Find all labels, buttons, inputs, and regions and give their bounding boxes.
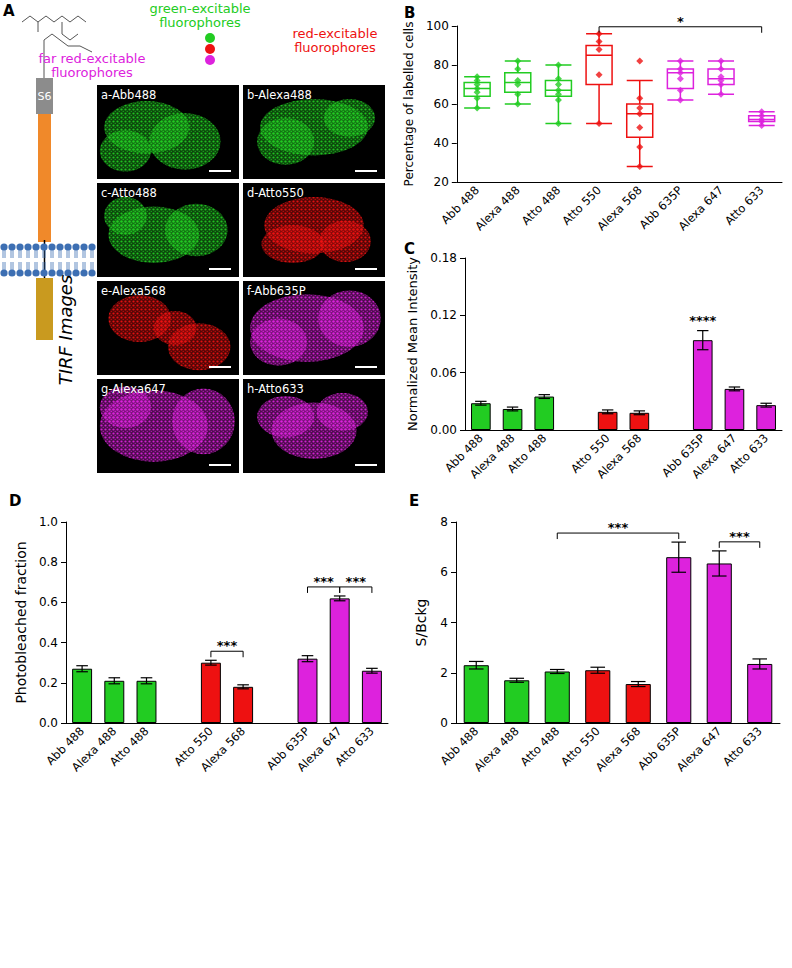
svg-text:Alexa 647: Alexa 647	[294, 724, 344, 774]
svg-text:6: 6	[440, 565, 448, 579]
svg-text:red-excitablefluorophores: red-excitablefluorophores	[293, 26, 378, 55]
svg-text:0.06: 0.06	[430, 366, 457, 380]
svg-text:Photobleached fraction: Photobleached fraction	[13, 541, 29, 703]
svg-text:Atto 550: Atto 550	[567, 431, 613, 476]
svg-text:g-Alexa647: g-Alexa647	[101, 382, 166, 396]
svg-text:Abb 635P: Abb 635P	[636, 183, 686, 232]
svg-text:*: *	[677, 14, 684, 29]
svg-text:80: 80	[434, 58, 449, 72]
svg-text:2: 2	[440, 666, 448, 680]
svg-text:Atto 488: Atto 488	[519, 183, 564, 228]
svg-text:Abb 488: Abb 488	[438, 183, 483, 227]
svg-text:Abb 488: Abb 488	[441, 431, 486, 475]
svg-text:c-Atto488: c-Atto488	[101, 186, 157, 200]
svg-text:0.18: 0.18	[430, 251, 457, 265]
svg-text:Alexa 647: Alexa 647	[676, 183, 726, 233]
svg-text:0.6: 0.6	[39, 595, 58, 609]
svg-text:8: 8	[440, 515, 448, 529]
svg-text:a-Abb488: a-Abb488	[101, 88, 156, 102]
svg-text:0.12: 0.12	[430, 308, 457, 322]
svg-text:Alexa 568: Alexa 568	[198, 724, 248, 774]
svg-text:***: ***	[313, 574, 334, 589]
svg-text:Atto 633: Atto 633	[722, 183, 767, 228]
svg-text:Normalized Mean Intensity: Normalized Mean Intensity	[405, 257, 420, 431]
svg-text:40: 40	[434, 136, 449, 150]
svg-text:Abb 488: Abb 488	[437, 724, 482, 768]
svg-text:Abb 635P: Abb 635P	[263, 724, 313, 773]
svg-text:***: ***	[729, 529, 750, 544]
svg-text:S/Bckg: S/Bckg	[413, 599, 429, 647]
svg-text:Alexa 488: Alexa 488	[69, 724, 119, 774]
svg-text:Atto 550: Atto 550	[171, 724, 216, 769]
svg-text:far red-excitablefluorophores: far red-excitablefluorophores	[39, 51, 146, 80]
svg-text:0.0: 0.0	[39, 716, 58, 730]
svg-text:Abb 488: Abb 488	[43, 724, 87, 768]
svg-text:0: 0	[440, 716, 448, 730]
svg-text:Atto 633: Atto 633	[332, 724, 377, 769]
svg-text:4: 4	[440, 616, 448, 630]
svg-text:Atto 633: Atto 633	[720, 724, 765, 769]
svg-text:e-Alexa568: e-Alexa568	[101, 284, 166, 298]
svg-text:C: C	[404, 240, 415, 258]
svg-text:Atto 550: Atto 550	[559, 183, 604, 228]
svg-text:60: 60	[434, 97, 449, 111]
svg-text:****: ****	[689, 313, 716, 328]
svg-text:Alexa 568: Alexa 568	[593, 724, 643, 774]
svg-text:Alexa 488: Alexa 488	[472, 183, 522, 233]
svg-text:***: ***	[217, 638, 238, 653]
svg-text:20: 20	[434, 175, 449, 189]
svg-text:1.0: 1.0	[39, 515, 58, 529]
svg-text:Atto 550: Atto 550	[558, 724, 603, 769]
svg-text:Alexa 568: Alexa 568	[594, 183, 644, 233]
svg-text:0.2: 0.2	[39, 676, 58, 690]
svg-text:Alexa 488: Alexa 488	[471, 724, 521, 774]
svg-text:Alexa 647: Alexa 647	[689, 431, 739, 481]
svg-text:Abb 635P: Abb 635P	[659, 431, 708, 480]
svg-text:Atto 633: Atto 633	[726, 431, 771, 476]
svg-text:0.8: 0.8	[39, 555, 58, 569]
svg-text:h-Atto633: h-Atto633	[247, 382, 304, 396]
svg-text:Percentage of labelled cells: Percentage of labelled cells	[402, 22, 416, 187]
svg-text:Alexa 647: Alexa 647	[674, 724, 724, 774]
svg-text:d-Atto550: d-Atto550	[247, 186, 304, 200]
svg-text:Alexa 488: Alexa 488	[467, 431, 517, 481]
svg-text:Atto 488: Atto 488	[107, 724, 152, 769]
svg-text:***: ***	[608, 520, 629, 535]
svg-text:E: E	[409, 492, 419, 510]
svg-text:TIRF Images: TIRF Images	[55, 275, 76, 386]
svg-text:Atto 488: Atto 488	[517, 724, 562, 769]
svg-text:100: 100	[426, 19, 449, 33]
svg-text:B: B	[404, 4, 415, 22]
svg-text:Atto 488: Atto 488	[504, 431, 549, 476]
svg-text:Abb 635P: Abb 635P	[635, 724, 684, 773]
svg-text:***: ***	[346, 574, 367, 589]
svg-text:D: D	[9, 492, 21, 510]
svg-text:Alexa 568: Alexa 568	[594, 431, 644, 481]
svg-text:f-Abb635P: f-Abb635P	[247, 284, 306, 298]
svg-text:A: A	[3, 2, 15, 20]
svg-text:0.4: 0.4	[39, 636, 58, 650]
svg-text:S6: S6	[38, 90, 52, 103]
svg-text:b-Alexa488: b-Alexa488	[247, 88, 312, 102]
svg-text:0.00: 0.00	[430, 423, 457, 437]
svg-text:green-excitablefluorophores: green-excitablefluorophores	[149, 1, 250, 30]
